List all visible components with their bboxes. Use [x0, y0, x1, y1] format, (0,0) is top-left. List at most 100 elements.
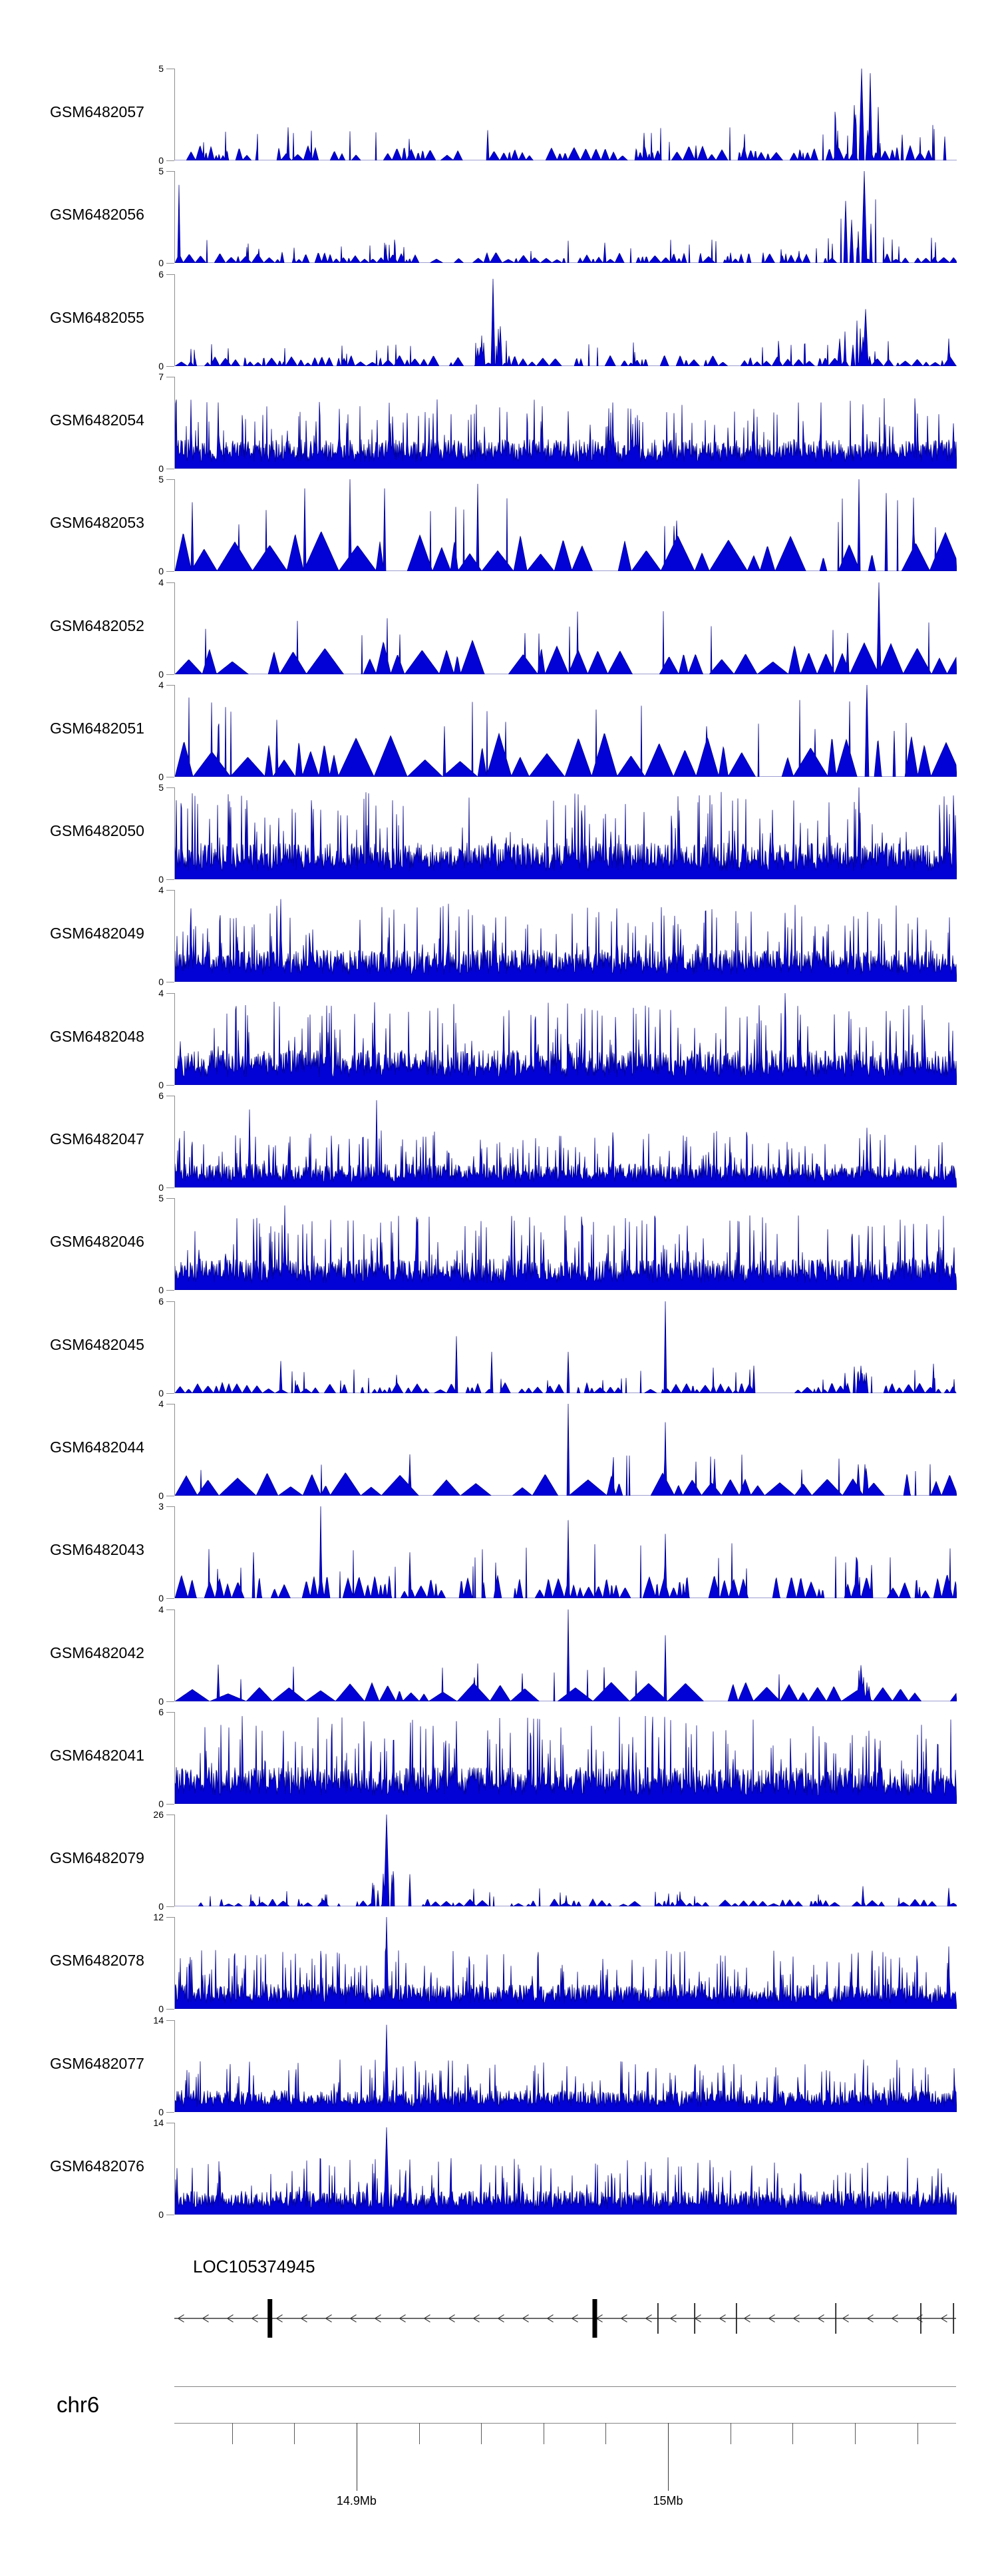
coverage-plot	[175, 1917, 957, 2009]
coverage-plot	[175, 899, 957, 982]
strand-arrow-left-icon	[571, 2314, 578, 2322]
coverage-plot	[175, 1506, 957, 1598]
y-axis-tick	[166, 1701, 174, 1702]
y-axis-max-label: 4	[158, 680, 164, 690]
y-axis-tick	[166, 1804, 174, 1805]
y-axis-line	[174, 377, 175, 469]
y-axis-tick	[166, 366, 174, 367]
strand-arrow-left-icon	[177, 2314, 184, 2322]
ruler-minor-tick	[917, 2423, 918, 2444]
y-axis-tick	[166, 1917, 174, 1918]
exon-thin-tick	[735, 2303, 737, 2334]
coverage-track-row: GSM6482042 4 0	[0, 1604, 998, 1712]
coverage-track-row: GSM6482054 7 0	[0, 371, 998, 479]
y-axis-line	[174, 1096, 175, 1187]
ruler-major-label: 15Mb	[653, 2494, 683, 2507]
strand-arrow-left-icon	[423, 2314, 430, 2322]
track-label: GSM6482048	[50, 1028, 144, 1045]
y-axis-zero-label: 0	[158, 874, 164, 885]
track-label: GSM6482077	[50, 2055, 144, 2072]
strand-arrow-left-icon	[497, 2314, 504, 2322]
coverage-plot	[175, 171, 957, 263]
strand-arrow-left-icon	[940, 2314, 947, 2322]
strand-arrow-left-icon	[669, 2314, 677, 2322]
coverage-track-row: GSM6482076 14 0	[0, 2117, 998, 2225]
track-label: GSM6482049	[50, 925, 144, 942]
y-axis-zero-label: 0	[158, 463, 164, 474]
strand-arrow-left-icon	[300, 2314, 307, 2322]
track-label: GSM6482042	[50, 1644, 144, 1661]
strand-arrow-left-icon	[792, 2314, 800, 2322]
exon-thick-block	[267, 2299, 273, 2338]
track-label: GSM6482041	[50, 1747, 144, 1764]
y-axis-line	[174, 1506, 175, 1598]
ruler-minor-tick	[605, 2423, 607, 2444]
y-axis-max-label: 6	[158, 1707, 164, 1717]
y-axis-line	[174, 274, 175, 366]
track-label: GSM6482045	[50, 1336, 144, 1353]
y-axis-tick	[166, 685, 174, 686]
y-axis-max-label: 5	[158, 474, 164, 485]
y-axis-max-label: 4	[158, 1604, 164, 1615]
y-axis-tick	[166, 1301, 174, 1302]
y-axis-line	[174, 171, 175, 263]
y-axis-max-label: 26	[153, 1809, 164, 1820]
y-axis-zero-label: 0	[158, 2209, 164, 2220]
y-axis-line	[174, 1404, 175, 1496]
coverage-track-row: GSM6482046 5 0	[0, 1193, 998, 1301]
strand-arrow-left-icon	[325, 2314, 332, 2322]
coverage-plot	[175, 787, 957, 879]
coverage-track-row: GSM6482047 6 0	[0, 1090, 998, 1198]
y-axis-zero-label: 0	[158, 361, 164, 371]
coverage-plot	[175, 993, 957, 1085]
y-axis-max-label: 4	[158, 1398, 164, 1409]
y-axis-tick	[166, 274, 174, 275]
strand-arrow-left-icon	[719, 2314, 726, 2322]
strand-arrow-left-icon	[743, 2314, 750, 2322]
coverage-track-row: GSM6482053 5 0	[0, 474, 998, 582]
coverage-plot	[175, 479, 957, 571]
y-axis-zero-label: 0	[158, 1696, 164, 1707]
coverage-plot	[175, 1610, 957, 1701]
chromosome-label: chr6	[57, 2392, 100, 2417]
y-axis-max-label: 4	[158, 885, 164, 895]
y-axis-tick	[166, 2112, 174, 2113]
track-label: GSM6482043	[50, 1541, 144, 1558]
y-axis-max-label: 3	[158, 1501, 164, 1512]
strand-arrow-left-icon	[226, 2314, 234, 2322]
track-label: GSM6482044	[50, 1438, 144, 1456]
track-label: GSM6482053	[50, 514, 144, 531]
strand-arrow-left-icon	[472, 2314, 480, 2322]
exon-thick-block	[592, 2299, 597, 2338]
coverage-track-row: GSM6482079 26 0	[0, 1809, 998, 1917]
strand-arrow-left-icon	[891, 2314, 898, 2322]
track-label: GSM6482052	[50, 617, 144, 634]
track-label: GSM6482047	[50, 1130, 144, 1148]
y-axis-max-label: 12	[153, 1912, 164, 1922]
coverage-track-row: GSM6482045 6 0	[0, 1296, 998, 1404]
coverage-track-row: GSM6482056 5 0	[0, 166, 998, 274]
coverage-plot	[175, 1715, 957, 1804]
y-axis-line	[174, 2123, 175, 2215]
y-axis-line	[174, 1301, 175, 1393]
y-axis-zero-label: 0	[158, 2107, 164, 2117]
y-axis-max-label: 6	[158, 1090, 164, 1101]
y-axis-line	[174, 890, 175, 982]
coordinate-ruler: 14.9Mb 15Mb	[0, 2423, 998, 2543]
strand-arrow-left-icon	[349, 2314, 357, 2322]
y-axis-line	[174, 993, 175, 1085]
y-axis-zero-label: 0	[158, 771, 164, 782]
track-label: GSM6482076	[50, 2157, 144, 2175]
y-axis-tick	[166, 1198, 174, 1199]
ruler-minor-tick	[294, 2423, 295, 2444]
coverage-plot	[175, 1815, 957, 1906]
strand-arrow-left-icon	[842, 2314, 849, 2322]
y-axis-line	[174, 787, 175, 879]
strand-arrow-left-icon	[448, 2314, 455, 2322]
y-axis-tick	[166, 1712, 174, 1713]
y-axis-max-label: 6	[158, 269, 164, 280]
y-axis-tick	[166, 2009, 174, 2010]
y-axis-line	[174, 69, 175, 160]
strand-arrow-left-icon	[522, 2314, 529, 2322]
ruler-top-line	[174, 2386, 956, 2387]
